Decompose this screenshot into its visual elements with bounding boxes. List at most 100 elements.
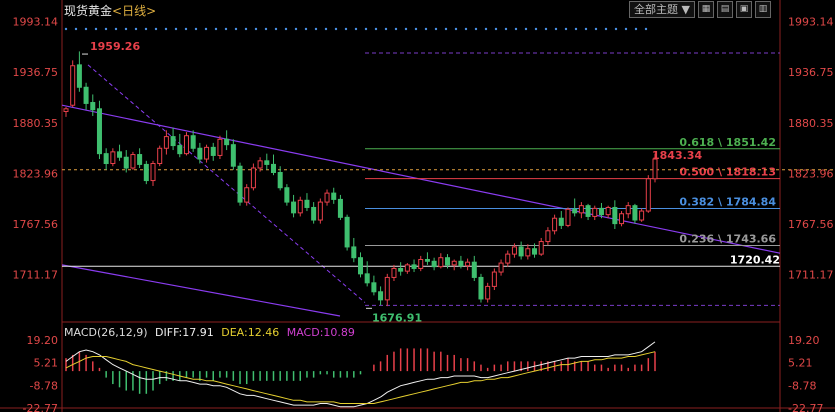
event-marker-dot [324,27,328,31]
macd-dif-line [65,341,656,408]
candle-body [83,86,89,104]
fib-level-label: 0.236 \ 1743.66 [679,232,776,245]
macd-legend: MACD(26,12,9) DIFF:17.91 DEA:12.46 MACD:… [64,326,359,339]
candle-body [143,163,149,182]
candle-body [364,273,370,284]
candle-body [371,282,377,293]
event-marker-dot [584,27,588,31]
macd-title: MACD(26,12,9) [64,326,148,339]
candle-body [250,167,256,189]
layout-icon[interactable]: ▣ [736,1,752,18]
event-marker-dot [204,27,208,31]
event-marker-dot [284,27,288,31]
candle-body [404,264,410,272]
candle-body [237,165,243,203]
candle-body [424,258,430,262]
macd-dea-value: DEA:12.46 [221,326,280,339]
candle-body [90,102,96,111]
high-annotation: 1959.26 [90,40,140,53]
event-marker-dot [364,27,368,31]
candle-body [652,158,658,180]
event-marker-dot [124,27,128,31]
candle-body [645,178,651,212]
event-marker-dot [444,27,448,31]
event-marker-dot [114,27,118,31]
candle-body [552,217,558,232]
event-marker-dot [604,27,608,31]
panels-icon[interactable]: ▥ [755,1,771,18]
candle-body [284,187,290,203]
candle-body [117,151,123,158]
theme-select[interactable]: 全部主题 ▼ [629,1,695,18]
candle-body [525,248,531,257]
event-marker-dot [274,27,278,31]
y-tick-label-left: 1993.14 [13,16,59,29]
fib-level-label: 0.618 \ 1851.42 [679,136,776,149]
event-marker-dot [574,27,578,31]
candle-body [431,260,437,268]
event-marker-dot [174,27,178,31]
event-marker-dot [84,27,88,31]
instrument-name: 现货黄金 [64,4,113,18]
split-icon[interactable]: ▤ [717,1,733,18]
event-marker-dot [294,27,298,31]
candle-body [639,210,645,221]
macd-y-tick-left: -8.78 [30,379,58,392]
channel-lower-line [61,264,341,317]
candle-body [257,160,263,169]
event-marker-dot [244,27,248,31]
y-tick-label-left: 1880.35 [13,117,59,130]
candle-body [357,257,364,275]
candle-body [465,261,471,267]
y-tick-label-right: 1936.75 [788,66,834,79]
event-marker-dot [314,27,318,31]
candle-body [177,145,183,155]
current-annotation: 1843.34 [652,149,702,162]
candle-body [391,267,397,278]
candle-body [445,257,451,266]
candle-body [592,207,598,217]
candle-body [183,135,189,155]
candle-body [478,276,484,300]
macd-y-tick-right: -8.78 [788,379,816,392]
candle-body [163,136,169,149]
event-marker-dot [254,27,258,31]
candle-body [157,147,163,165]
grid-icon[interactable]: ▦ [698,1,714,18]
event-marker-dot [154,27,158,31]
chevron-down-icon: ▼ [681,3,690,16]
candle-body [344,216,350,248]
candle-body [291,201,297,214]
candle-body [585,205,591,217]
event-marker-dot [214,27,218,31]
event-marker-dot [564,27,568,31]
candle-body [538,241,544,255]
candle-body [511,246,517,255]
candle-body [498,262,504,273]
candle-body [378,291,384,301]
candle-body [217,138,223,156]
candle-body [311,206,317,221]
candle-body [197,147,203,160]
candle-body [605,206,611,216]
event-marker-dot [634,27,638,31]
event-marker-dot [484,27,488,31]
event-marker-dot [194,27,198,31]
event-marker-dot [94,27,98,31]
candle-body [505,253,511,264]
candle-body [304,199,310,208]
macd-dif-value: DIFF:17.91 [155,326,214,339]
event-marker-dot [624,27,628,31]
event-marker-dot [614,27,618,31]
timeframe-label[interactable]: <日线> [112,4,157,18]
candle-body [532,248,538,255]
event-marker-dot [304,27,308,31]
candle-body [451,260,457,266]
event-marker-dot [434,27,438,31]
candle-body [244,187,250,203]
y-tick-label-right: 1711.17 [788,269,834,282]
macd-y-tick-right: 19.20 [788,334,820,347]
y-tick-label-left: 1823.96 [13,167,59,180]
candle-body [130,154,136,169]
